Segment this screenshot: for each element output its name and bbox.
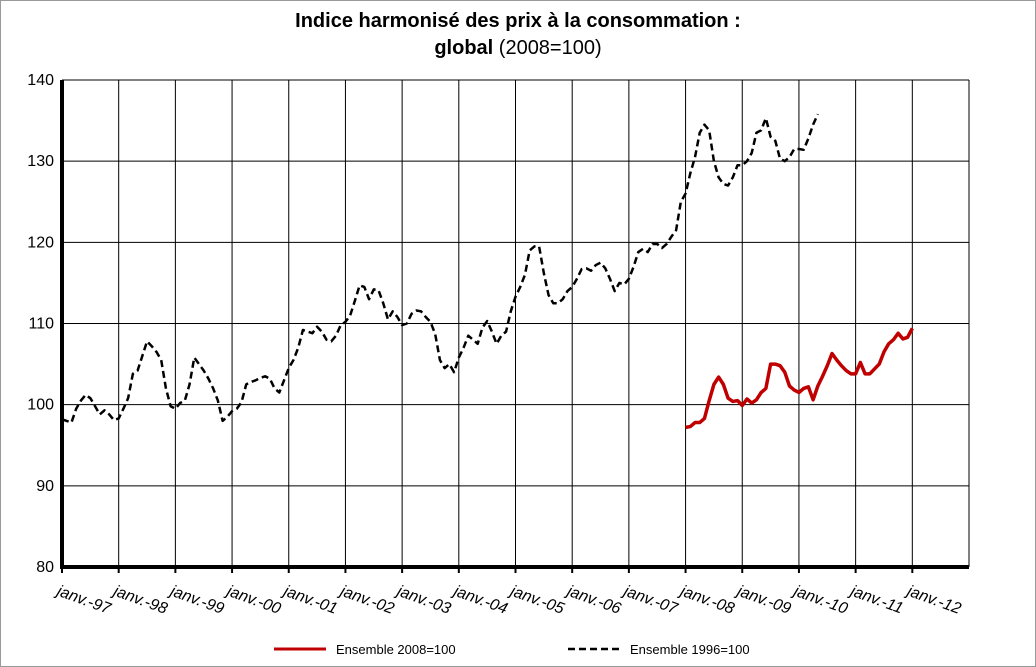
legend-label: Ensemble 2008=100 (336, 642, 456, 657)
y-tick-label: 80 (36, 559, 54, 576)
y-tick-label: 110 (28, 316, 54, 333)
legend: Ensemble 2008=100 Ensemble 1996=100 (274, 642, 750, 657)
subtitle-note: (2008=100) (499, 37, 602, 59)
chart-subtitle: global (2008=100) (434, 37, 601, 59)
series-line (61, 113, 819, 424)
y-tick-label: 100 (27, 397, 54, 414)
plot (61, 113, 914, 430)
y-tick-label: 140 (27, 72, 54, 89)
y-tick-label: 120 (27, 234, 54, 251)
y-tick-label: 90 (36, 478, 54, 495)
y-tick-label: 130 (27, 153, 54, 170)
legend-label: Ensemble 1996=100 (630, 642, 750, 657)
chart-title: Indice harmonisé des prix à la consommat… (295, 10, 741, 32)
subtitle-bold: global (434, 37, 493, 59)
series-line (685, 327, 914, 430)
